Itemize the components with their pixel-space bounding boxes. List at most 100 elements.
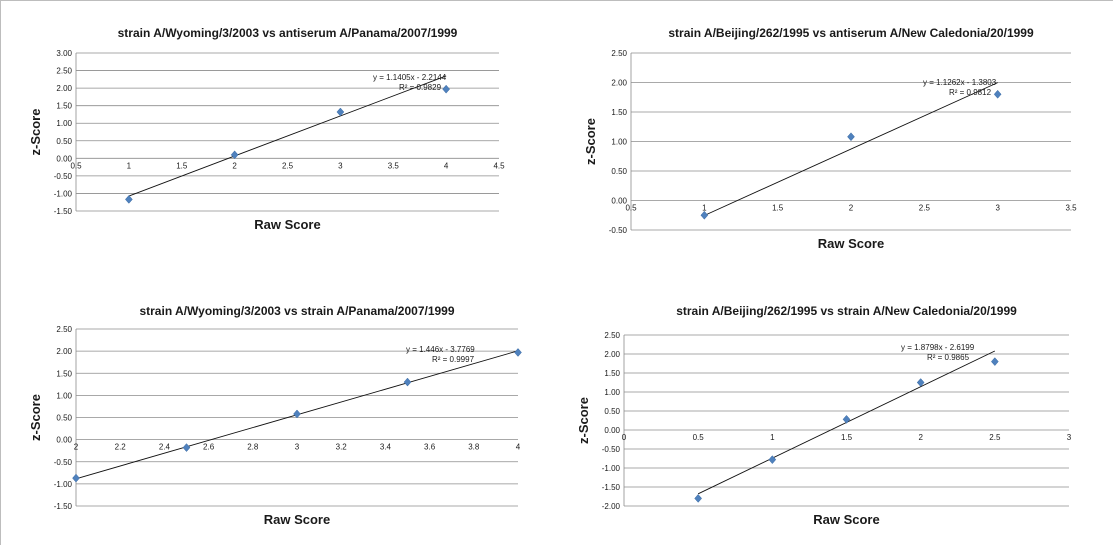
x-tick-label: 1 <box>702 204 707 213</box>
x-tick-label: 2.2 <box>115 443 127 452</box>
y-tick-label: -1.00 <box>54 480 73 489</box>
y-tick-label: 0.00 <box>56 436 72 445</box>
x-axis-label: Raw Score <box>254 217 320 232</box>
y-tick-label: -1.50 <box>602 483 621 492</box>
x-tick-label: 3.5 <box>1065 204 1077 213</box>
y-tick-label: 1.00 <box>56 391 72 400</box>
scatter-chart: strain A/Beijing/262/1995 vs antiserum A… <box>583 26 1077 251</box>
x-tick-label: 3 <box>338 161 343 170</box>
x-tick-label: 3.4 <box>380 443 392 452</box>
y-tick-label: 3.00 <box>56 49 72 58</box>
y-tick-label: -1.00 <box>602 464 621 473</box>
data-point <box>993 89 1002 99</box>
y-tick-label: 1.50 <box>611 108 627 117</box>
x-tick-label: 4 <box>444 161 449 170</box>
x-tick-label: 4.5 <box>493 161 505 170</box>
x-tick-label: 1 <box>770 433 775 442</box>
x-tick-label: 3 <box>1067 433 1072 442</box>
scatter-chart: strain A/Beijing/262/1995 vs strain A/Ne… <box>576 304 1072 527</box>
y-tick-label: 2.00 <box>56 84 72 93</box>
y-tick-label: -1.50 <box>54 207 73 216</box>
x-tick-label: 3.2 <box>336 443 348 452</box>
x-tick-label: 3 <box>995 204 1000 213</box>
y-tick-label: 0.00 <box>611 197 627 206</box>
chart-title: strain A/Beijing/262/1995 vs strain A/Ne… <box>676 304 1017 318</box>
data-point <box>72 473 80 483</box>
y-tick-label: 2.50 <box>604 331 620 340</box>
data-point <box>293 409 301 419</box>
x-tick-label: 2.4 <box>159 443 171 452</box>
x-tick-label: 1 <box>127 161 132 170</box>
x-tick-label: 0 <box>622 433 627 442</box>
y-tick-label: -1.50 <box>54 502 73 511</box>
data-point <box>847 132 855 142</box>
r-squared-label: R² = 0.9865 <box>927 353 970 362</box>
y-tick-label: 0.00 <box>604 426 620 435</box>
x-tick-label: 0.5 <box>625 204 637 213</box>
y-tick-label: -0.50 <box>609 226 628 235</box>
y-tick-label: -0.50 <box>602 445 621 454</box>
trendline <box>704 82 998 216</box>
trendline-equation: y = 1.1405x - 2.2144 <box>373 73 447 82</box>
y-tick-label: 1.50 <box>56 102 72 111</box>
y-tick-label: 2.50 <box>56 325 72 334</box>
data-point <box>230 150 239 160</box>
x-tick-label: 2.8 <box>247 443 259 452</box>
x-tick-label: 2.5 <box>282 161 294 170</box>
scatter-chart: strain A/Wyoming/3/2003 vs strain A/Pana… <box>28 304 522 527</box>
y-tick-label: 0.50 <box>56 137 72 146</box>
x-tick-label: 1.5 <box>176 161 188 170</box>
y-axis-label: z-Score <box>583 118 598 165</box>
x-axis-label: Raw Score <box>813 512 879 527</box>
x-tick-label: 1.5 <box>772 204 784 213</box>
x-tick-label: 2.6 <box>203 443 215 452</box>
data-point <box>694 494 702 503</box>
y-tick-label: 0.50 <box>56 414 72 423</box>
chart-title: strain A/Wyoming/3/2003 vs antiserum A/P… <box>118 26 458 40</box>
chart-title: strain A/Wyoming/3/2003 vs strain A/Pana… <box>139 304 454 318</box>
x-tick-label: 3 <box>295 443 300 452</box>
x-tick-label: 2 <box>74 443 79 452</box>
chart-title: strain A/Beijing/262/1995 vs antiserum A… <box>668 26 1034 40</box>
data-point <box>182 443 191 452</box>
y-tick-label: 2.00 <box>611 79 627 88</box>
x-tick-label: 0.5 <box>70 161 82 170</box>
y-tick-label: -0.50 <box>54 172 73 181</box>
chart-panel-1: strain A/Wyoming/3/2003 vs antiserum A/P… <box>21 23 531 263</box>
y-tick-label: -0.50 <box>54 458 73 467</box>
y-tick-label: 0.00 <box>56 154 72 163</box>
data-point <box>442 84 450 94</box>
data-point <box>125 195 133 204</box>
y-tick-label: 1.50 <box>56 369 72 378</box>
data-point <box>514 348 522 357</box>
data-point <box>700 210 709 220</box>
x-tick-label: 2.5 <box>989 433 1001 442</box>
data-point <box>768 455 777 465</box>
y-tick-label: 2.00 <box>56 347 72 356</box>
chart-panel-4: strain A/Beijing/262/1995 vs strain A/Ne… <box>576 301 1096 536</box>
y-tick-label: 0.50 <box>611 167 627 176</box>
y-tick-label: 1.50 <box>604 369 620 378</box>
y-axis-label: z-Score <box>576 397 591 444</box>
x-tick-label: 2.5 <box>919 204 931 213</box>
data-point <box>991 357 999 366</box>
trendline <box>128 75 447 197</box>
trendline-equation: y = 1.8798x - 2.6199 <box>901 343 975 352</box>
y-tick-label: 2.50 <box>56 67 72 76</box>
trendline-equation: y = 1.1262x - 1.3803 <box>923 78 997 87</box>
trendline-equation: y = 1.446x - 3.7769 <box>406 345 475 354</box>
data-point <box>403 377 412 387</box>
chart-panel-2: strain A/Beijing/262/1995 vs antiserum A… <box>576 23 1096 263</box>
y-tick-label: -1.00 <box>54 189 73 198</box>
x-tick-label: 3.5 <box>388 161 400 170</box>
x-axis-label: Raw Score <box>818 236 884 251</box>
y-tick-label: 2.50 <box>611 49 627 58</box>
r-squared-label: R² = 0.9812 <box>949 88 992 97</box>
y-tick-label: 0.50 <box>604 407 620 416</box>
x-tick-label: 0.5 <box>693 433 705 442</box>
x-tick-label: 3.8 <box>468 443 480 452</box>
x-tick-label: 3.6 <box>424 443 436 452</box>
y-axis-label: z-Score <box>28 394 43 441</box>
x-tick-label: 1.5 <box>841 433 853 442</box>
